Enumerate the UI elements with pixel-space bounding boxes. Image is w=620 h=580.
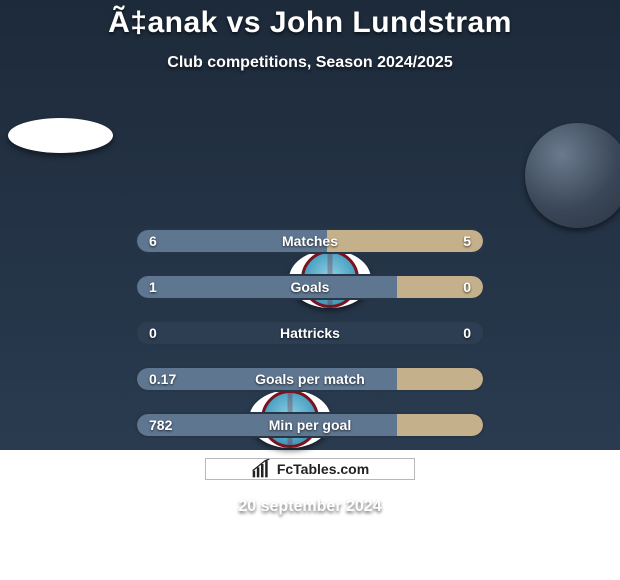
- fctables-brand-panel: FcTables.com: [205, 458, 415, 480]
- fctables-brand-text: FcTables.com: [277, 461, 369, 477]
- stat-label: Min per goal: [137, 414, 483, 436]
- stat-label: Goals: [137, 276, 483, 298]
- page-title: Ã‡anak vs John Lundstram: [108, 6, 512, 40]
- stat-row: 782Min per goal: [135, 412, 485, 438]
- stat-value-right: 5: [463, 230, 471, 252]
- stat-row: 0.17Goals per match: [135, 366, 485, 392]
- stat-row: 1Goals0: [135, 274, 485, 300]
- stat-label: Hattricks: [137, 322, 483, 344]
- stat-label: Matches: [137, 230, 483, 252]
- player-right-avatar: [525, 123, 620, 228]
- date-label: 20 september 2024: [238, 498, 381, 516]
- subtitle: Club competitions, Season 2024/2025: [167, 54, 452, 72]
- stat-label: Goals per match: [137, 368, 483, 390]
- stat-row: 6Matches5: [135, 228, 485, 254]
- stat-value-right: 0: [463, 322, 471, 344]
- chart-icon: [251, 459, 271, 479]
- player-left-avatar: [8, 118, 113, 153]
- stat-value-right: 0: [463, 276, 471, 298]
- comparison-card: Ã‡anak vs John Lundstram Club competitio…: [0, 0, 620, 450]
- stat-row: 0Hattricks0: [135, 320, 485, 346]
